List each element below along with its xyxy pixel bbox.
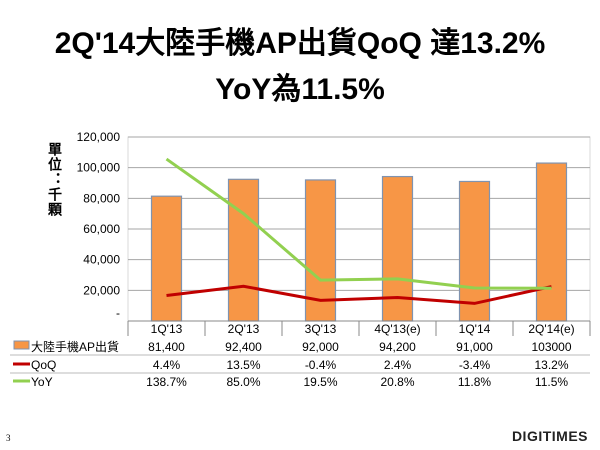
table-cell: 20.8% (380, 375, 414, 389)
y-tick-label: 120,000 (77, 130, 121, 144)
x-tick-label: 4Q'13(e) (374, 322, 420, 336)
page-number: 3 (6, 433, 11, 443)
legend-label: YoY (31, 375, 53, 389)
y-tick-label: 40,000 (83, 253, 120, 267)
table-cell: 85.0% (226, 375, 260, 389)
x-tick-label: 1Q'13 (151, 322, 183, 336)
x-tick-label: 2Q'13 (228, 322, 260, 336)
bar (150, 195, 183, 322)
table-cell: -0.4% (305, 358, 337, 372)
y-tick-label: 60,000 (83, 222, 120, 236)
bar (535, 162, 568, 322)
x-tick-label: 3Q'13 (305, 322, 337, 336)
table-cell: 11.5% (535, 375, 568, 389)
slide-title-line2: YoY為11.5% (215, 73, 385, 106)
table-cell: 138.7% (146, 375, 187, 389)
legend-key-bar (13, 340, 30, 350)
line-yoy (165, 157, 552, 290)
x-tick-label: 1Q'14 (459, 322, 491, 336)
table-cell: 4.4% (153, 358, 181, 372)
table-cell: 11.8% (458, 375, 491, 389)
legend-label: QoQ (31, 358, 56, 372)
table-cell: 94,200 (379, 340, 416, 354)
y-tick-label: 80,000 (83, 191, 120, 205)
table-cell: 19.5% (303, 375, 337, 389)
table-cell: 103000 (531, 340, 571, 354)
x-tick-label: 2Q'14(e) (528, 322, 574, 336)
table-cell: 92,000 (302, 340, 339, 354)
table-cell: 13.5% (226, 358, 260, 372)
table-cell: 92,400 (225, 340, 262, 354)
slide-title-line1: 2Q'14大陸手機AP出貨QoQ 達13.2% (54, 27, 546, 60)
bar (458, 180, 491, 322)
table-cell: 13.2% (534, 358, 568, 372)
table-cell: 91,000 (456, 340, 493, 354)
y-tick-label: - (116, 306, 120, 320)
table-cell: 81,400 (148, 340, 185, 354)
bar (227, 178, 260, 322)
y-tick-label: 20,000 (83, 283, 120, 297)
legend-label: 大陸手機AP出貨 (31, 339, 119, 354)
line-qoq (166, 284, 552, 305)
table-cell: -3.4% (459, 358, 491, 372)
y-tick-label: 100,000 (77, 161, 121, 175)
y-axis-label: 單位：千顆 (47, 142, 63, 217)
table-cell: 2.4% (384, 358, 412, 372)
digitimes-logo: DIGITIMES (511, 428, 588, 444)
